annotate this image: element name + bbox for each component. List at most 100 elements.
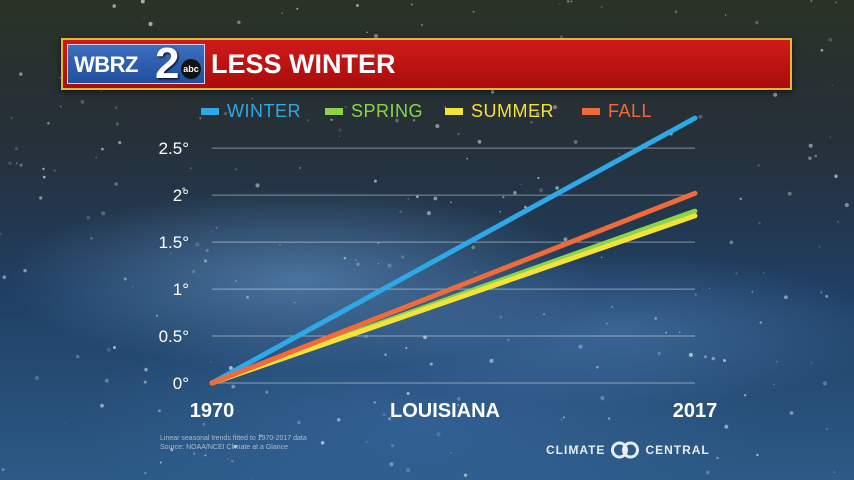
snowflake [654, 317, 658, 320]
snowflake [537, 176, 540, 179]
snowflake [366, 31, 368, 33]
snowflake [775, 360, 778, 363]
snowflake [844, 202, 849, 208]
chart-legend: WINTER SPRING SUMMER FALL [0, 99, 854, 123]
legend-swatch-fall [582, 107, 600, 115]
snowflake [140, 0, 145, 4]
snowflake [808, 143, 813, 148]
snowflake [53, 169, 56, 172]
snowflake [227, 458, 229, 460]
y-tick-label: 1° [173, 280, 189, 299]
snowflake [330, 118, 333, 121]
snowflake [665, 331, 668, 334]
snowflake [729, 240, 734, 245]
snowflake [148, 21, 153, 27]
snowflake [355, 259, 357, 262]
snowflake [578, 344, 583, 349]
snowflake [535, 111, 540, 116]
snowflake [159, 461, 162, 464]
legend-item-winter: WINTER [201, 99, 301, 123]
series-line-winter [209, 115, 698, 386]
snowflake [143, 17, 145, 19]
snowflake [808, 156, 812, 160]
snowflake [711, 356, 715, 361]
snowflake [825, 295, 829, 298]
snowflake [192, 269, 196, 274]
snowflake [406, 391, 410, 396]
logo-text: WBRZ [74, 52, 138, 77]
snowflake [293, 301, 296, 304]
snowflake [833, 471, 836, 474]
snowflake [14, 147, 18, 151]
snowflake [299, 167, 302, 169]
snowflake [674, 10, 678, 14]
snowflake [743, 394, 747, 397]
snowflake [306, 119, 309, 122]
snowflake [829, 136, 832, 138]
snowflake [123, 277, 127, 281]
snowflake [100, 403, 104, 408]
legend-label-spring: SPRING [351, 100, 424, 121]
snowflake [416, 195, 419, 199]
y-tick-label: 0° [173, 374, 189, 393]
snowflake [539, 188, 544, 193]
snowflake [566, 0, 570, 3]
snowflake [389, 462, 394, 467]
snowflake [810, 362, 813, 364]
snowflake [755, 20, 759, 25]
snowflake [466, 157, 469, 160]
snowflake [530, 120, 533, 124]
snowflake [400, 255, 405, 259]
snowflake [758, 222, 761, 225]
legend-swatch-winter [201, 107, 219, 115]
snowflake [751, 290, 754, 293]
climate-central-icon [611, 441, 640, 459]
snowflake [255, 183, 260, 188]
snowflake [34, 375, 40, 381]
snowflake [657, 351, 662, 356]
snowflake [502, 196, 505, 199]
x-tick-label: 2017 [673, 400, 718, 422]
snowflake [336, 417, 341, 422]
snowflake [182, 187, 186, 191]
x-axis-label: LOUISIANA [390, 400, 500, 422]
snowflake [558, 3, 560, 5]
snowflake [230, 459, 234, 463]
snowflake [86, 215, 91, 220]
snowflake [234, 168, 237, 171]
snowflake [724, 424, 729, 429]
snowflake [193, 452, 196, 455]
snowflake [10, 117, 13, 119]
snowflake [156, 314, 158, 317]
page-title: LESS WINTER [211, 49, 396, 79]
snowflake [506, 338, 511, 342]
snowflake [1, 468, 5, 472]
snowflake [338, 135, 341, 137]
snowflake [202, 423, 206, 426]
snowflake [356, 262, 360, 266]
snowflake [265, 390, 269, 394]
snowflake [112, 4, 116, 8]
snowflake [694, 293, 698, 297]
snowflake [95, 156, 97, 159]
snowflake [759, 321, 762, 324]
snowflake [600, 395, 605, 401]
snowflake [364, 334, 369, 339]
snowflake [477, 139, 482, 144]
snowflake [296, 7, 299, 10]
snowflake [235, 280, 237, 282]
snowflake [436, 432, 441, 437]
snowflake [543, 313, 545, 316]
legend-swatch-summer [445, 107, 463, 115]
snowflake [410, 3, 413, 6]
snowflake [762, 272, 765, 274]
snowflake [112, 345, 117, 350]
snowflake [457, 404, 460, 406]
snowflake [524, 205, 527, 209]
snowflake [355, 3, 359, 8]
snowflake [548, 450, 551, 452]
snowflake [106, 347, 111, 352]
snowflake [513, 190, 517, 195]
snowflake [365, 441, 368, 443]
snowflake [472, 10, 475, 13]
